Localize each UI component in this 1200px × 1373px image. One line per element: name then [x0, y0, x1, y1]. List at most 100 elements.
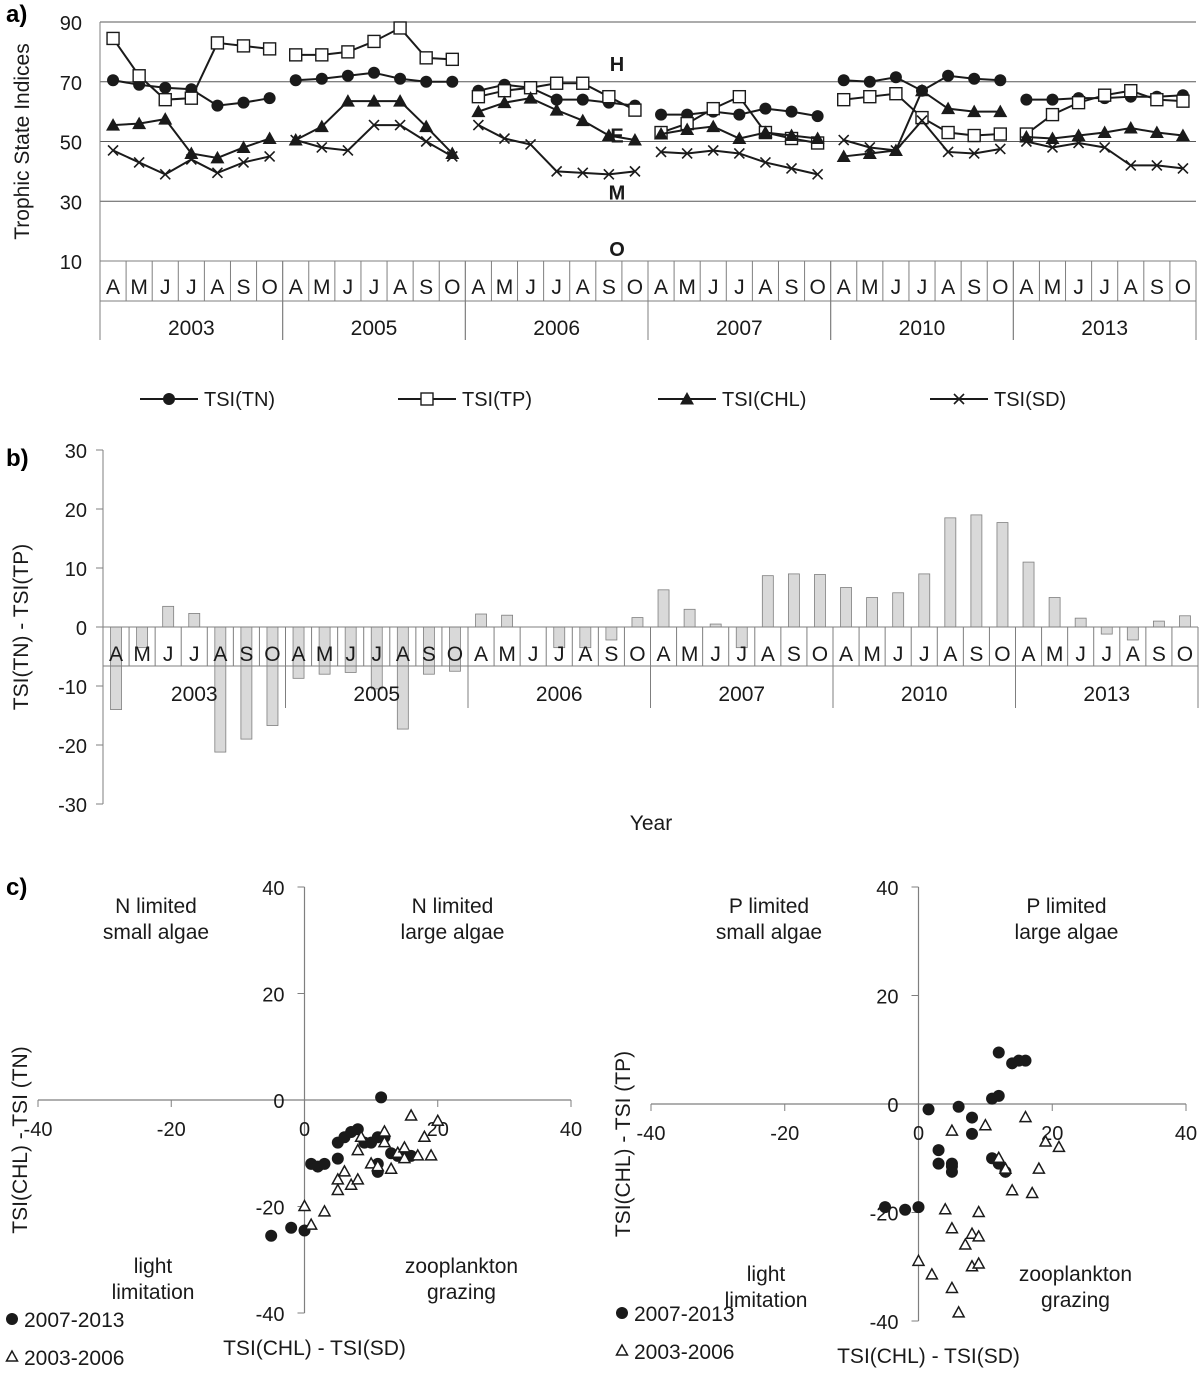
month-label-b: M: [498, 643, 516, 666]
data-point-TSI(SD): [1099, 141, 1111, 154]
month-label-b: M: [316, 643, 334, 666]
data-point-TSI(TN): [368, 66, 380, 79]
data-point-TSI(CHL): [236, 140, 251, 153]
month-label-b: J: [919, 643, 930, 666]
y-tick-c: 0: [273, 1091, 284, 1113]
y-tick-b: -30: [58, 795, 87, 817]
data-point-TSI(SD): [733, 147, 745, 160]
bar-2007-4: [761, 575, 774, 628]
year-label-b: 2003: [171, 683, 218, 706]
data-point-TSI(CHL): [210, 150, 225, 164]
data-point-TSI(CHL): [993, 104, 1008, 118]
y-tick-b: 0: [76, 618, 87, 640]
data-point-TSI(TN): [237, 96, 250, 109]
data-point-TSI(TP): [1150, 92, 1164, 107]
y-tick-c: -20: [256, 1198, 285, 1220]
data-point-TSI(SD): [759, 156, 771, 168]
year-label-a: 2005: [351, 317, 398, 340]
year-label-b: 2006: [536, 683, 583, 706]
data-point-TSI(SD): [133, 156, 145, 168]
x-axis-label-b: Year: [630, 812, 672, 835]
month-label-a: A: [576, 276, 590, 299]
data-point-TSI(CHL): [419, 119, 434, 133]
legend-label-TSI(TN): TSI(TN): [204, 389, 275, 411]
data-point-TSI(SD): [655, 146, 667, 158]
data-point-TSI(CHL): [340, 94, 355, 107]
year-label-b: 2013: [1083, 683, 1130, 706]
data-point-TSI(TP): [915, 110, 929, 125]
data-point-TSI(SD): [185, 153, 197, 165]
data-point-2003-2006: [304, 1217, 318, 1230]
data-point-TSI(TP): [602, 89, 616, 104]
data-point-2007-2013: [932, 1157, 945, 1170]
data-point-TSI(SD): [577, 167, 589, 179]
data-point-TSI(SD): [1151, 159, 1163, 171]
data-point-TSI(SD): [916, 115, 928, 127]
data-point-TSI(TP): [419, 51, 433, 65]
data-point-2003-2006: [925, 1267, 939, 1280]
legend-label-2003-2006: 2003-2006: [24, 1347, 124, 1370]
data-point-TSI(TP): [1045, 107, 1060, 122]
data-point-TSI(TP): [628, 103, 642, 117]
data-point-2003-2006: [971, 1204, 986, 1218]
data-point-2003-2006: [424, 1148, 438, 1161]
data-point-TSI(TN): [550, 93, 563, 106]
data-point-TSI(SD): [812, 168, 824, 180]
data-point-2003-2006: [1038, 1134, 1053, 1147]
data-point-2003-2006: [971, 1229, 986, 1242]
month-label-b: M: [681, 643, 699, 666]
y-tick-b: 30: [65, 441, 87, 463]
data-point-TSI(TN): [889, 71, 902, 84]
data-point-2003-2006: [417, 1129, 432, 1143]
data-point-2003-2006: [351, 1172, 365, 1185]
quadrant-label-top_left: small algae: [716, 921, 822, 944]
data-point-2003-2006: [371, 1159, 385, 1172]
month-label-b: J: [189, 643, 200, 666]
y-tick-c: 20: [262, 985, 284, 1007]
month-label-b: A: [396, 643, 410, 666]
data-point-TSI(CHL): [1149, 125, 1164, 139]
data-point-TSI(TN): [394, 72, 407, 85]
data-point-TSI(CHL): [314, 119, 329, 133]
data-point-TSI(SD): [107, 144, 119, 157]
month-label-b: S: [239, 643, 253, 666]
legend-marker-TSI(CHL): [680, 392, 694, 405]
month-label-a: A: [1019, 276, 1033, 299]
data-point-2003-2006: [354, 1129, 368, 1143]
data-point-TSI(TN): [785, 105, 798, 118]
data-point-TSI(CHL): [967, 104, 982, 118]
data-point-2003-2006: [971, 1256, 986, 1269]
data-point-2007-2013: [966, 1111, 978, 1124]
data-point-2003-2006: [317, 1204, 332, 1217]
data-point-TSI(CHL): [654, 127, 669, 140]
data-point-TSI(SD): [420, 135, 432, 148]
month-label-a: J: [343, 276, 354, 299]
data-point-TSI(TP): [1124, 84, 1138, 98]
data-point-TSI(SD): [994, 143, 1006, 155]
data-point-TSI(CHL): [941, 101, 956, 115]
data-point-2007-2013: [879, 1201, 892, 1214]
month-label-b: M: [863, 643, 881, 666]
data-point-TSI(CHL): [445, 146, 460, 159]
data-point-TSI(TN): [211, 99, 224, 112]
data-point-TSI(CHL): [1097, 125, 1112, 139]
data-point-TSI(SD): [159, 168, 171, 180]
year-label-a: 2010: [899, 317, 946, 340]
month-label-a: M: [1044, 276, 1062, 299]
x-tick-c: -40: [637, 1123, 666, 1145]
data-point-TSI(CHL): [262, 131, 277, 145]
y-tick-b: 20: [65, 500, 87, 522]
data-point-TSI(TP): [184, 91, 199, 105]
month-label-b: O: [1177, 643, 1193, 666]
y-axis-label-c: TSI(CHL) - TSI (TP): [612, 1051, 635, 1237]
data-point-TSI(SD): [472, 119, 484, 131]
data-point-TSI(TP): [236, 39, 251, 53]
month-label-a: A: [471, 276, 485, 299]
data-point-2003-2006: [397, 1140, 412, 1153]
data-point-TSI(CHL): [706, 119, 721, 133]
bar-2003-0: [110, 626, 122, 710]
bar-2007-1: [683, 608, 696, 628]
bar-2010-6: [996, 522, 1009, 628]
bar-2006-6: [631, 617, 644, 628]
